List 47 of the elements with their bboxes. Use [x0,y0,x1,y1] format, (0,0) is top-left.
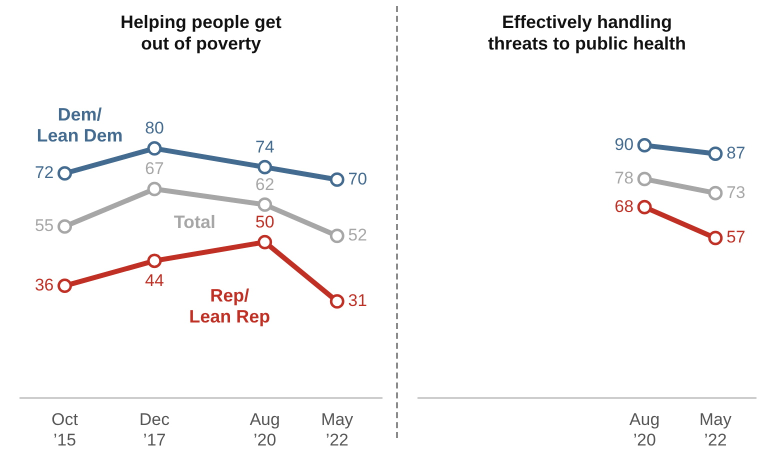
data-label: 73 [726,182,746,202]
data-label: 31 [348,291,368,310]
series-label: Rep/ Lean Rep [189,285,270,326]
chart-title: Effectively handling threats to public health [488,12,686,54]
data-label: 36 [34,275,54,294]
point [258,197,272,212]
point [637,138,652,153]
point [637,172,652,186]
point [58,219,72,234]
data-label: 68 [614,196,634,216]
point [147,141,162,156]
chart-title: Helping people get out of poverty [120,12,282,54]
data-label: 70 [348,169,368,188]
point [708,230,723,246]
point [330,294,344,309]
point [258,160,272,174]
data-label: 78 [614,168,634,188]
point [330,172,344,187]
x-tick-label: Dec ’17 [139,410,170,450]
point [58,166,72,181]
point [330,228,344,244]
data-label: 52 [348,226,368,245]
x-tick-label: Oct ’15 [52,410,78,450]
data-label: 67 [145,159,164,178]
x-tick-label: May ’22 [321,410,354,450]
series-label: Total [174,212,216,232]
point [147,254,162,268]
data-label: 55 [34,216,54,236]
data-label: 57 [726,228,746,247]
data-label: 50 [255,212,274,232]
data-label: 74 [255,137,274,156]
data-label: 87 [726,143,746,162]
data-label: 80 [145,118,164,138]
data-label: 72 [34,163,54,182]
point [708,146,723,161]
x-tick-label: May ’22 [699,410,732,450]
x-tick-label: Aug ’20 [250,410,280,450]
point [147,182,162,196]
point [58,278,72,294]
data-label: 90 [614,134,634,154]
series-label: Dem/ Lean Dem [36,104,123,146]
data-label: 62 [255,174,274,194]
data-label: 44 [145,271,164,290]
point [258,234,272,250]
point [708,186,723,200]
point [637,200,652,214]
x-tick-label: Aug ’20 [629,410,660,450]
